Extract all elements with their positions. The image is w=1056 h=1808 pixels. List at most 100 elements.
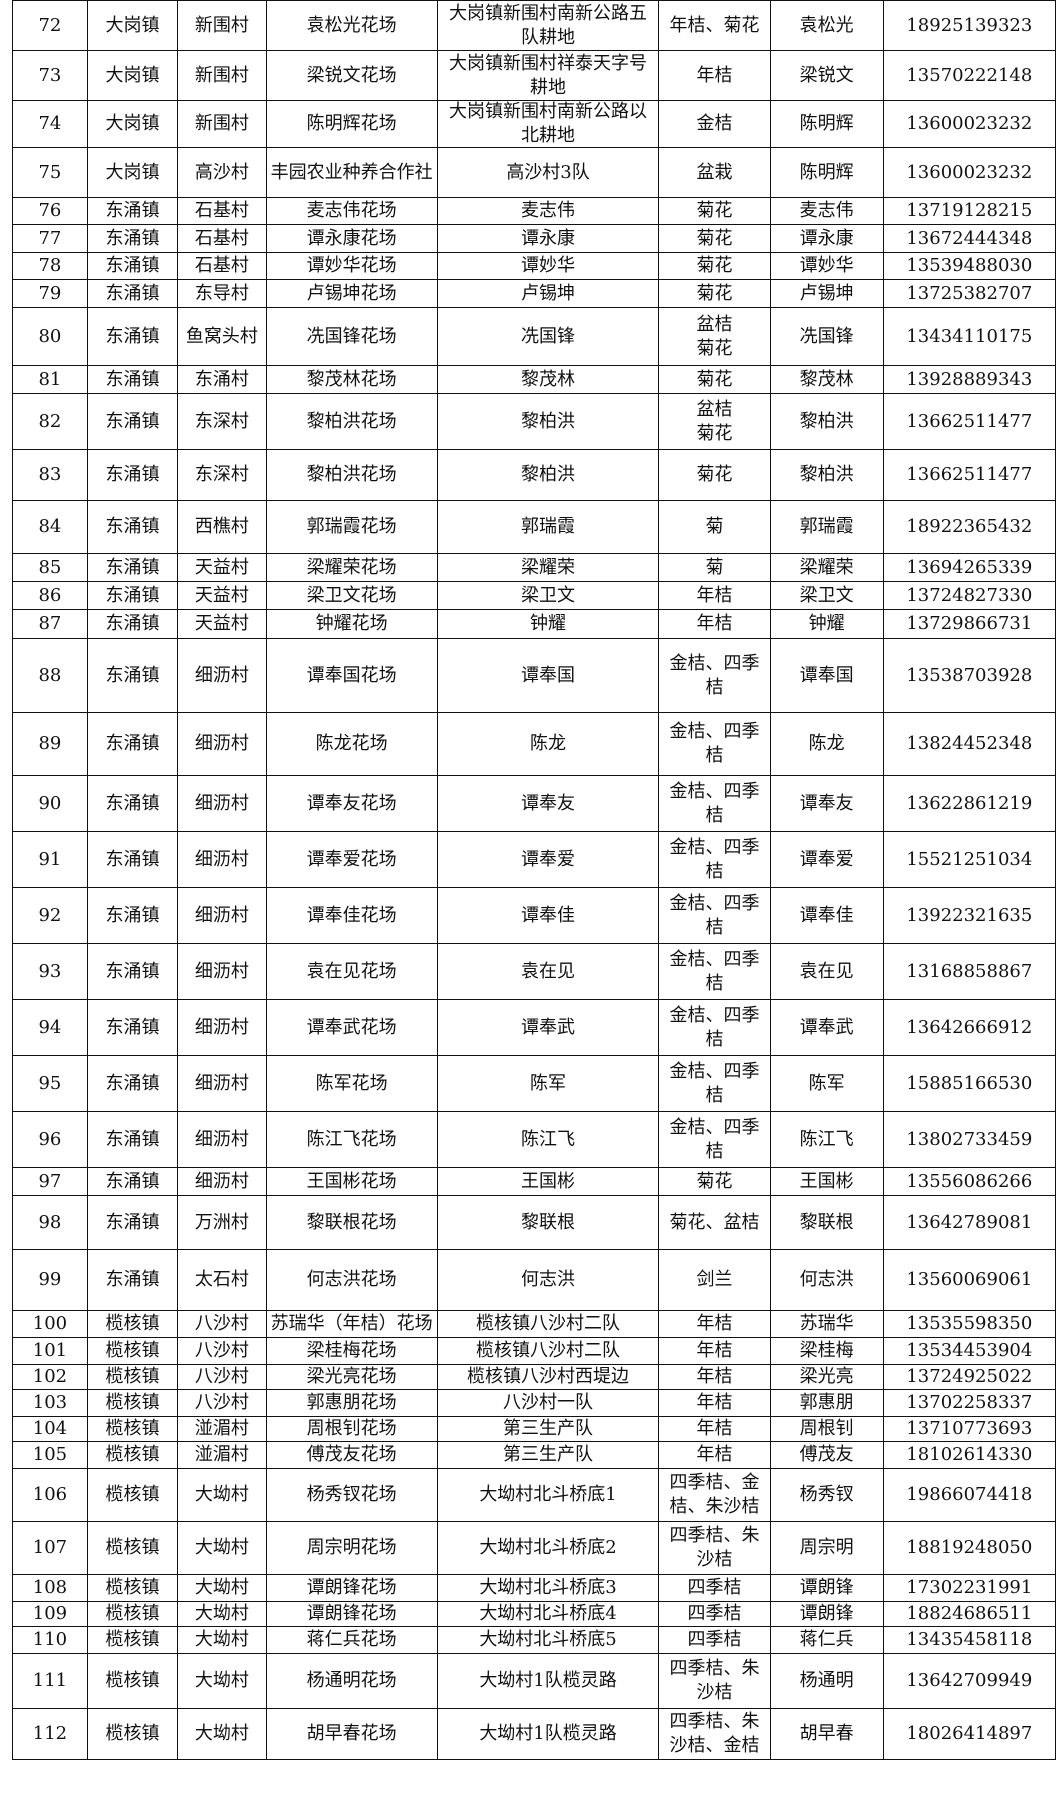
cell-text: 105 bbox=[32, 1444, 68, 1465]
table-cell: 苏瑞华 bbox=[769, 1310, 884, 1338]
cell-text: 大坳村北斗桥底4 bbox=[479, 1603, 617, 1624]
cell-text: 83 bbox=[38, 464, 62, 485]
table-cell: 榄核镇 bbox=[86, 1337, 179, 1365]
cell-text: 年桔 bbox=[696, 1418, 733, 1439]
table-cell: 东涌镇 bbox=[86, 609, 179, 639]
cell-text: 陈江飞花场 bbox=[306, 1128, 397, 1150]
cell-text: 107 bbox=[32, 1537, 68, 1558]
table-cell: 87 bbox=[12, 609, 88, 639]
cell-text: 麦志伟 bbox=[799, 200, 854, 221]
table-cell: 95 bbox=[12, 1055, 88, 1112]
table-cell: 13560069061 bbox=[882, 1249, 1056, 1311]
table-cell: 13725382707 bbox=[882, 279, 1056, 308]
table-cell: 金桔、四季桔 bbox=[658, 712, 771, 776]
table-cell: 13535598350 bbox=[882, 1310, 1056, 1338]
table-cell: 大坳村 bbox=[177, 1653, 267, 1709]
cell-text: 谭奉友花场 bbox=[306, 792, 397, 814]
cell-text: 东涌镇 bbox=[105, 325, 160, 347]
cell-text: 东涌镇 bbox=[105, 792, 160, 814]
cell-text: 13168858867 bbox=[906, 960, 1033, 982]
table-cell: 年桔 bbox=[658, 609, 771, 639]
table-cell: 13672444348 bbox=[882, 224, 1056, 253]
cell-text: 陈明辉 bbox=[799, 161, 854, 183]
table-row: 109 榄核镇 大坳村 谭朗锋花场 大坳村北斗桥底4 四季桔 谭朗锋 18824686511 bbox=[12, 1601, 1056, 1627]
table-row: 111 榄核镇 大坳村 杨通明花场 大坳村1队榄灵路 四季桔、朱沙桔 杨通明 13642709… bbox=[12, 1653, 1056, 1709]
cell-text: 大坳村北斗桥底2 bbox=[479, 1537, 617, 1558]
cell-text: 74 bbox=[38, 113, 62, 134]
table-cell: 年桔 bbox=[658, 1337, 771, 1365]
table-cell: 东涌镇 bbox=[86, 252, 179, 280]
table-row: 100 榄核镇 八沙村 苏瑞华（年桔）花场 榄核镇八沙村二队 年桔 苏瑞华 135355983… bbox=[12, 1310, 1056, 1338]
cell-text: 72 bbox=[38, 14, 62, 36]
table-cell: 15885166530 bbox=[882, 1055, 1056, 1112]
table-cell: 108 bbox=[12, 1574, 88, 1602]
cell-text: 郭瑞霞 bbox=[799, 516, 854, 537]
cell-text: 榄核镇 bbox=[105, 1670, 160, 1691]
table-cell: 梁卫文 bbox=[769, 581, 884, 610]
table-cell: 13694265339 bbox=[882, 553, 1056, 582]
table-cell: 18102614330 bbox=[882, 1441, 1056, 1469]
table-cell: 周宗明 bbox=[769, 1521, 884, 1575]
table-cell: 钟耀花场 bbox=[265, 609, 438, 639]
table-cell: 大坳村 bbox=[177, 1708, 267, 1760]
table-cell: 金桔、四季桔 bbox=[658, 775, 771, 832]
table-cell: 85 bbox=[12, 553, 88, 582]
table-row: 104 榄核镇 湴湄村 周根钊花场 第三生产队 年桔 周根钊 13710773693 bbox=[12, 1416, 1056, 1442]
cell-text: 石基村 bbox=[194, 200, 249, 221]
table-cell: 麦志伟花场 bbox=[265, 197, 438, 225]
table-cell: 年桔、菊花 bbox=[658, 0, 771, 51]
table-cell: 东涌镇 bbox=[86, 307, 179, 366]
table-cell: 菊花 bbox=[658, 224, 771, 253]
table-cell: 湴湄村 bbox=[177, 1441, 267, 1469]
table-cell: 金桔、四季桔 bbox=[658, 638, 771, 713]
cell-text: 谭朗锋花场 bbox=[306, 1603, 397, 1624]
cell-text: 梁耀荣 bbox=[799, 556, 854, 578]
table-cell: 东涌镇 bbox=[86, 1195, 179, 1250]
cell-text: 傅茂友花场 bbox=[306, 1444, 397, 1465]
table-row: 103 榄核镇 八沙村 郭惠朋花场 八沙村一队 年桔 郭惠朋 13702258337 bbox=[12, 1389, 1056, 1417]
cell-text: 112 bbox=[32, 1723, 68, 1744]
cell-text: 黎茂林 bbox=[799, 368, 854, 390]
table-cell: 谭奉国花场 bbox=[265, 638, 438, 713]
table-cell: 73 bbox=[12, 50, 88, 101]
cell-text: 陈龙 bbox=[808, 733, 845, 754]
table-cell: 98 bbox=[12, 1195, 88, 1250]
table-cell: 94 bbox=[12, 999, 88, 1056]
cell-text: 苏瑞华（年桔）花场 bbox=[270, 1313, 433, 1334]
table-row: 74 大岗镇 新围村 陈明辉花场 大岗镇新围村南新公路以北耕地 金桔 陈明辉 13600023… bbox=[12, 100, 1056, 148]
table-cell: 大岗镇 bbox=[86, 0, 179, 51]
cell-text: 82 bbox=[38, 410, 62, 432]
table-cell: 梁卫文 bbox=[436, 581, 660, 610]
table-cell: 103 bbox=[12, 1389, 88, 1417]
cell-text: 麦志伟花场 bbox=[306, 200, 397, 221]
cell-text: 13435458118 bbox=[906, 1629, 1033, 1650]
cell-text: 谭妙华花场 bbox=[306, 255, 397, 276]
cell-text: 13662511477 bbox=[906, 464, 1033, 485]
table-cell: 谭妙华 bbox=[436, 252, 660, 280]
table-cell: 15521251034 bbox=[882, 831, 1056, 888]
table-cell: 13928889343 bbox=[882, 365, 1056, 394]
table-cell: 榄核镇 bbox=[86, 1601, 179, 1627]
cell-text: 13556086266 bbox=[906, 1170, 1033, 1192]
cell-text: 13719128215 bbox=[906, 200, 1033, 221]
table-cell: 东涌村 bbox=[177, 365, 267, 394]
cell-text: 104 bbox=[32, 1418, 68, 1439]
table-cell: 四季桔 bbox=[658, 1601, 771, 1627]
cell-text: 东涌镇 bbox=[105, 848, 160, 870]
table-cell: 18824686511 bbox=[882, 1601, 1056, 1627]
cell-text: 梁耀荣 bbox=[521, 556, 576, 578]
table-cell: 新围村 bbox=[177, 100, 267, 148]
cell-text: 99 bbox=[38, 1269, 62, 1290]
table-cell: 东涌镇 bbox=[86, 393, 179, 450]
cell-text: 胡早春 bbox=[799, 1723, 854, 1744]
cell-text: 东涌镇 bbox=[105, 960, 160, 982]
table-cell: 四季桔、朱沙桔 bbox=[658, 1653, 771, 1709]
table-cell: 鱼窝头村 bbox=[177, 307, 267, 366]
cell-text: 梁光亮花场 bbox=[306, 1366, 397, 1387]
cell-text: 金桔、四季桔 bbox=[669, 721, 760, 766]
table-row: 86 东涌镇 天益村 梁卫文花场 梁卫文 年桔 梁卫文 13724827330 bbox=[12, 581, 1056, 610]
table-row: 106 榄核镇 大坳村 杨秀钗花场 大坳村北斗桥底1 四季桔、金桔、朱沙桔 杨秀钗 19866… bbox=[12, 1468, 1056, 1522]
table-cell: 榄核镇八沙村二队 bbox=[436, 1310, 660, 1338]
table-cell: 大岗镇新围村南新公路以北耕地 bbox=[436, 100, 660, 148]
table-cell: 年桔 bbox=[658, 1310, 771, 1338]
